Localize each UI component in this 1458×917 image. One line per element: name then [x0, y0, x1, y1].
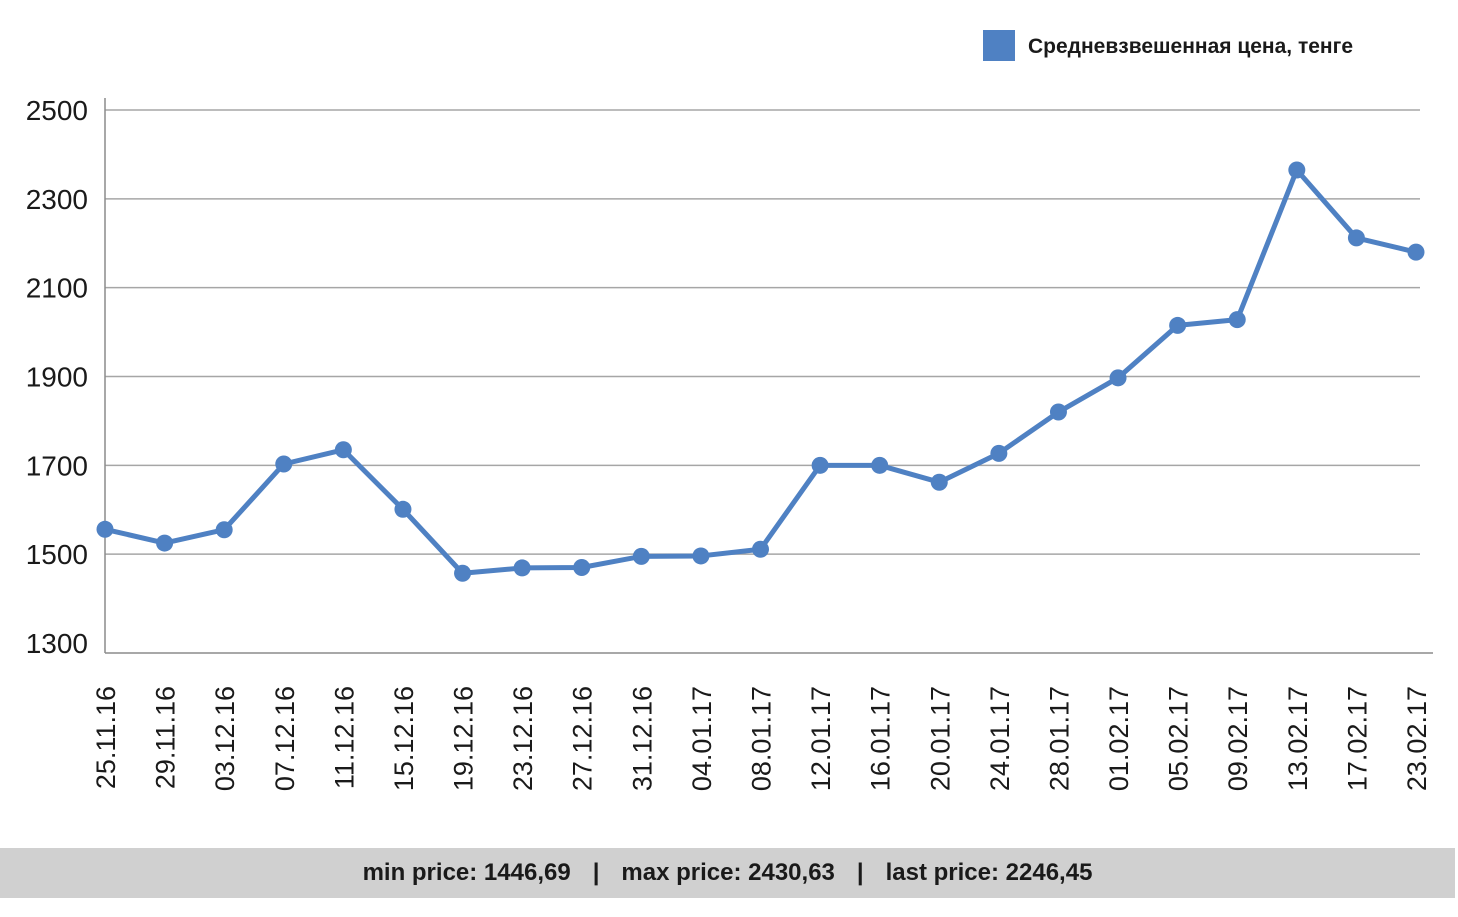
- data-point: [930, 473, 948, 491]
- line-chart: 2500 2300 2100 1900 1700 1500 1300 25.11.16 29.…: [26, 30, 1433, 791]
- data-point: [334, 441, 352, 459]
- y-tick-label: 1300: [26, 628, 88, 659]
- x-tick-label: 03.12.16: [210, 686, 240, 791]
- y-tick-label: 2300: [26, 184, 88, 215]
- data-point: [1049, 403, 1067, 421]
- data-point: [871, 456, 889, 474]
- data-point: [1347, 229, 1365, 247]
- x-tick-label: 19.12.16: [449, 686, 479, 791]
- max-price-label: max price: 2430,63: [621, 859, 835, 886]
- data-point: [1109, 369, 1127, 387]
- x-tick-label: 24.01.17: [985, 686, 1015, 791]
- stats-separator: |: [592, 859, 600, 886]
- legend-label: Средневзвешенная цена, тенге: [1028, 35, 1353, 58]
- data-point: [454, 564, 472, 582]
- y-tick-label: 1900: [26, 362, 88, 393]
- x-tick-label: 23.12.16: [508, 686, 538, 791]
- data-point: [752, 540, 769, 558]
- legend-swatch: [983, 30, 1015, 61]
- x-tick-label: 11.12.16: [329, 686, 359, 789]
- x-tick-label: 31.12.16: [627, 686, 657, 791]
- x-tick-labels: 25.11.16 29.11.16 03.12.16 07.12.16 11.12.16…: [91, 686, 1432, 791]
- data-point: [573, 558, 591, 576]
- data-point: [96, 520, 114, 538]
- series-line: [104, 167, 1417, 576]
- x-tick-label: 01.02.17: [1104, 686, 1134, 791]
- y-tick-label: 2500: [26, 95, 88, 126]
- last-price-label: last price: 2246,45: [885, 859, 1093, 886]
- x-tick-label: 20.01.17: [925, 686, 955, 791]
- price-stats-bar: min price: 1446,69 | max price: 2430,63 …: [0, 848, 1455, 898]
- data-point: [215, 521, 233, 539]
- y-tick-label: 1500: [26, 539, 88, 570]
- x-tick-label: 12.01.17: [806, 686, 836, 791]
- data-point: [692, 547, 710, 565]
- data-point: [1169, 316, 1187, 334]
- y-tick-label: 2100: [26, 273, 88, 304]
- x-tick-label: 09.02.17: [1223, 686, 1253, 791]
- series-group: [96, 161, 1425, 582]
- x-tick-label: 25.11.16: [91, 686, 121, 789]
- x-tick-label: 29.11.16: [151, 686, 181, 789]
- x-tick-label: 04.01.17: [687, 686, 717, 791]
- data-point: [1407, 243, 1425, 261]
- data-point: [394, 500, 412, 518]
- data-point: [990, 444, 1008, 462]
- data-point: [1228, 311, 1246, 329]
- x-tick-label: 17.02.17: [1342, 686, 1372, 791]
- x-tick-label: 23.02.17: [1402, 686, 1432, 791]
- x-tick-label: 08.01.17: [747, 686, 777, 791]
- data-point: [632, 547, 650, 565]
- y-tick-labels: 2500 2300 2100 1900 1700 1500 1300: [26, 95, 88, 659]
- data-point: [275, 455, 293, 473]
- legend: Средневзвешенная цена, тенге: [983, 30, 1353, 61]
- y-tick-label: 1700: [26, 450, 88, 481]
- x-tick-label: 16.01.17: [866, 686, 896, 791]
- data-point: [156, 534, 174, 552]
- data-point: [513, 559, 531, 577]
- min-price-label: min price: 1446,69: [362, 859, 571, 886]
- x-tick-label: 27.12.16: [568, 686, 598, 791]
- stats-separator: |: [856, 859, 864, 886]
- data-point: [1288, 161, 1306, 179]
- data-point: [811, 456, 829, 474]
- x-tick-label: 13.02.17: [1283, 686, 1313, 791]
- x-tick-label: 28.01.17: [1044, 686, 1074, 791]
- x-tick-label: 07.12.16: [270, 686, 300, 791]
- grid-lines: [105, 109, 1420, 555]
- x-tick-label: 05.02.17: [1164, 686, 1194, 791]
- x-tick-label: 15.12.16: [389, 686, 419, 791]
